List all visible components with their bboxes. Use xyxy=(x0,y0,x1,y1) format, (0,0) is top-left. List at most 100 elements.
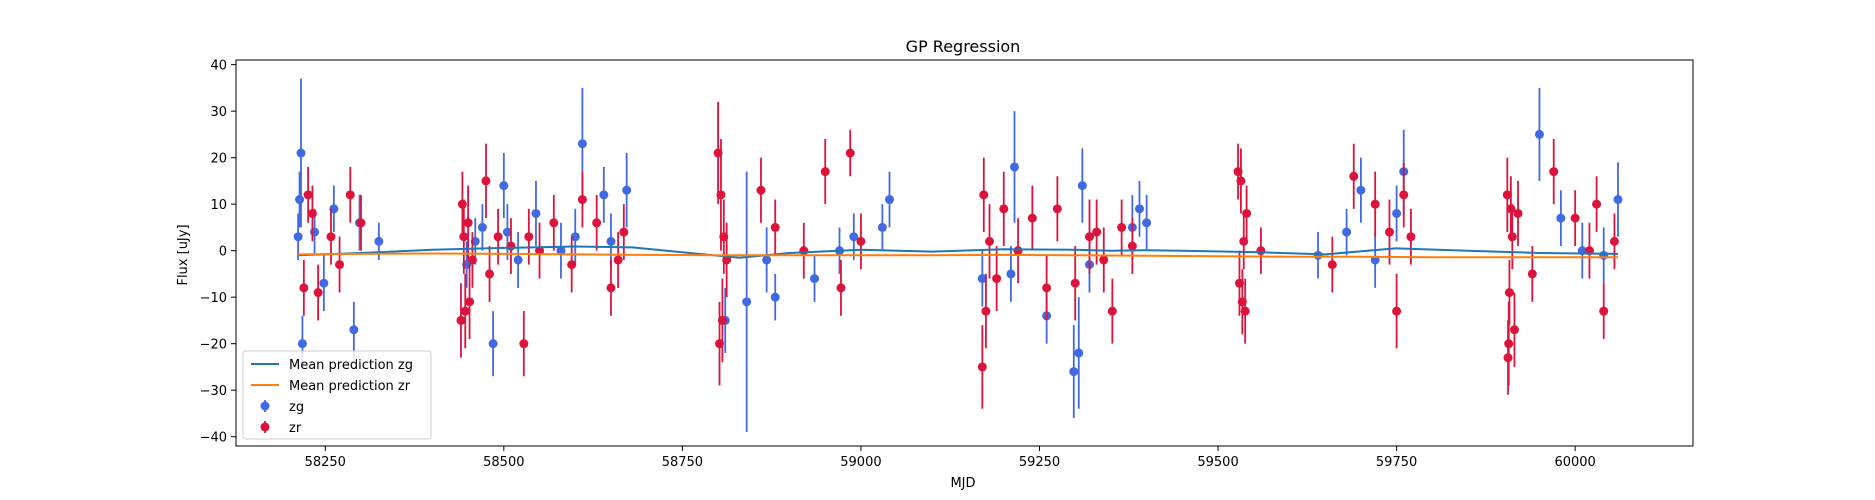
zr-point-17 xyxy=(493,232,503,242)
zr-point-5 xyxy=(335,260,345,270)
zg-point-23 xyxy=(622,185,632,195)
zr-point-66 xyxy=(1256,246,1266,256)
y-tick-label-1: −30 xyxy=(200,384,227,399)
x-tick-label-6: 59750 xyxy=(1376,455,1417,470)
zr-point-0 xyxy=(299,283,309,293)
zg-point-0 xyxy=(293,232,303,242)
zg-point-27 xyxy=(770,292,780,302)
zg-point-15 xyxy=(502,227,512,237)
zr-point-57 xyxy=(1117,222,1127,232)
zr-point-6 xyxy=(345,190,355,200)
zr-point-70 xyxy=(1384,227,1394,237)
x-tick-label-4: 59250 xyxy=(1019,455,1060,470)
zr-point-38 xyxy=(820,167,830,177)
zr-point-16 xyxy=(485,269,495,279)
zr-point-12 xyxy=(463,218,473,228)
zr-point-8 xyxy=(456,315,466,325)
y-tick-label-7: 30 xyxy=(210,105,227,120)
zr-point-47 xyxy=(999,204,1009,214)
zr-point-75 xyxy=(1503,353,1513,363)
y-tick-label-0: −40 xyxy=(200,431,227,446)
zr-point-31 xyxy=(716,190,726,200)
zr-point-43 xyxy=(979,190,989,200)
zr-point-51 xyxy=(1052,204,1062,214)
zr-point-26 xyxy=(606,283,616,293)
zr-point-11 xyxy=(460,306,470,316)
zr-point-77 xyxy=(1504,288,1514,298)
zr-point-67 xyxy=(1327,260,1337,270)
zr-point-53 xyxy=(1084,232,1094,242)
zr-point-24 xyxy=(577,195,587,205)
zr-point-20 xyxy=(524,232,534,242)
legend-box xyxy=(242,350,432,440)
zr-point-76 xyxy=(1504,339,1514,349)
zr-point-56 xyxy=(1107,306,1117,316)
zg-point-33 xyxy=(977,274,987,284)
zr-point-58 xyxy=(1127,241,1137,251)
zg-point-38 xyxy=(1074,348,1084,358)
x-tick-label-5: 59500 xyxy=(1197,455,1238,470)
y-tick-label-4: 0 xyxy=(219,245,227,260)
zg-point-39 xyxy=(1077,181,1087,191)
zr-point-41 xyxy=(856,236,866,246)
y-tick-label-6: 20 xyxy=(210,152,227,167)
zg-point-32 xyxy=(885,195,895,205)
zg-point-53 xyxy=(1599,250,1609,260)
zr-point-44 xyxy=(981,306,991,316)
chart-title: GP Regression xyxy=(906,37,1021,56)
zr-point-60 xyxy=(1234,278,1244,288)
zg-point-37 xyxy=(1069,367,1079,377)
zr-point-14 xyxy=(467,255,477,265)
x-tick-label-1: 58500 xyxy=(483,455,524,470)
legend-marker-2 xyxy=(260,401,270,411)
zr-point-32 xyxy=(717,315,727,325)
zr-point-35 xyxy=(756,185,766,195)
zr-point-19 xyxy=(519,339,529,349)
y-tick-label-8: 40 xyxy=(210,59,227,74)
zr-point-63 xyxy=(1239,236,1249,246)
zr-point-64 xyxy=(1240,306,1250,316)
zr-point-74 xyxy=(1502,190,1512,200)
zg-point-5 xyxy=(319,278,329,288)
zr-point-61 xyxy=(1236,176,1246,186)
legend: Mean prediction zg Mean prediction zr zg zr xyxy=(242,350,432,440)
zg-point-46 xyxy=(1356,185,1366,195)
zg-point-14 xyxy=(499,181,509,191)
zr-point-62 xyxy=(1237,297,1247,307)
y-tick-label-5: 10 xyxy=(210,198,227,213)
zr-point-45 xyxy=(984,236,994,246)
zr-point-59 xyxy=(1233,167,1243,177)
zr-point-55 xyxy=(1099,255,1109,265)
zg-point-50 xyxy=(1534,129,1544,139)
legend-label-3: zr xyxy=(289,421,302,436)
zr-point-73 xyxy=(1406,232,1416,242)
zr-point-42 xyxy=(977,362,987,372)
zg-point-2 xyxy=(296,148,306,158)
zr-point-15 xyxy=(481,176,491,186)
zr-point-3 xyxy=(313,288,323,298)
zr-point-30 xyxy=(715,339,725,349)
zr-point-84 xyxy=(1570,213,1580,223)
zg-point-43 xyxy=(1142,218,1152,228)
zr-point-36 xyxy=(770,222,780,232)
zr-point-4 xyxy=(326,232,336,242)
zr-point-82 xyxy=(1527,269,1537,279)
y-tick-label-3: −10 xyxy=(200,291,227,306)
y-tick-label-2: −20 xyxy=(200,338,227,353)
zr-point-25 xyxy=(592,218,602,228)
zr-point-80 xyxy=(1509,325,1519,335)
zr-point-54 xyxy=(1092,227,1102,237)
zg-point-34 xyxy=(1006,269,1016,279)
x-tick-label-0: 58250 xyxy=(305,455,346,470)
zr-point-21 xyxy=(535,246,545,256)
legend-label-1: Mean prediction zr xyxy=(289,379,411,394)
zr-point-46 xyxy=(992,274,1002,284)
zg-point-17 xyxy=(531,208,541,218)
zg-point-30 xyxy=(849,232,859,242)
zr-point-68 xyxy=(1349,171,1359,181)
zr-point-86 xyxy=(1592,199,1602,209)
zr-point-29 xyxy=(713,148,723,158)
zg-point-26 xyxy=(762,255,772,265)
zr-point-40 xyxy=(845,148,855,158)
